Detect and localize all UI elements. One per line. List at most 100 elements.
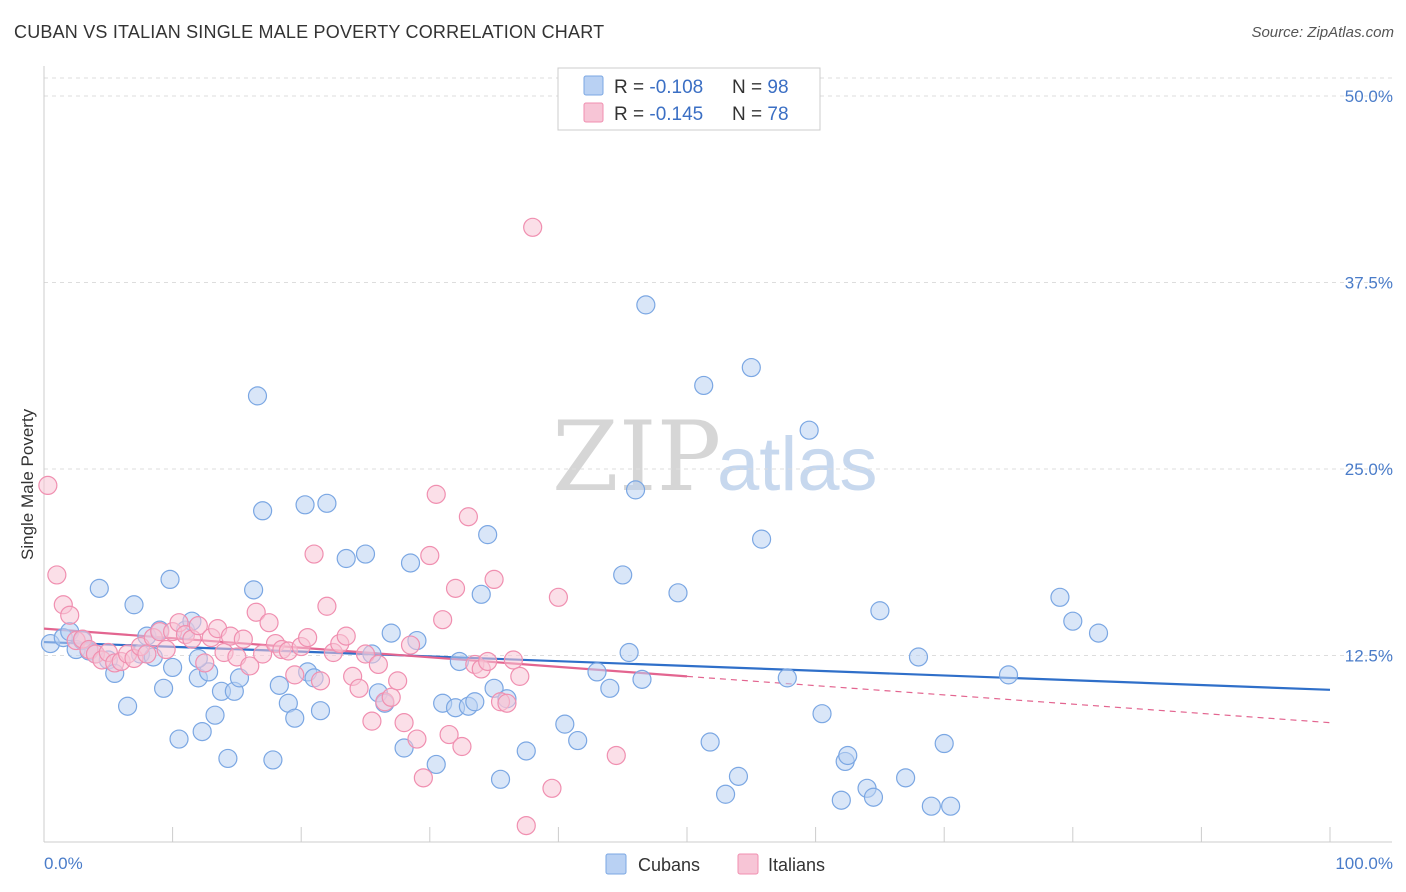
cuban-point xyxy=(812,704,832,724)
cuban-point xyxy=(625,480,646,500)
cuban-point xyxy=(870,601,890,621)
italian-point xyxy=(516,815,536,836)
legend-n-italians: N = 78 xyxy=(732,104,789,125)
cuban-point xyxy=(1088,623,1109,643)
cuban-point xyxy=(269,675,289,695)
italian-point xyxy=(394,713,414,733)
cuban-point xyxy=(449,651,469,672)
italian-point xyxy=(362,711,382,731)
cuban-point xyxy=(863,787,884,807)
cuban-point xyxy=(715,784,736,804)
italian-point xyxy=(503,650,523,670)
italian-point xyxy=(413,768,433,788)
cuban-point xyxy=(668,583,688,603)
italian-point xyxy=(439,724,459,745)
italian-point xyxy=(388,671,408,691)
series-legend-swatch-cubans xyxy=(605,853,627,875)
italian-point xyxy=(285,665,305,685)
cuban-point xyxy=(247,386,268,406)
cuban-point xyxy=(777,668,797,688)
italian-point xyxy=(606,745,626,766)
cuban-point xyxy=(218,748,238,769)
italian-point xyxy=(195,653,215,673)
italian-point xyxy=(47,565,67,585)
italian-point xyxy=(420,545,440,566)
y-tick-label: 12.5% xyxy=(1345,647,1393,666)
italian-point xyxy=(445,578,466,598)
cuban-point xyxy=(465,692,485,712)
cuban-point xyxy=(478,525,498,545)
cuban-point xyxy=(728,766,749,786)
cuban-point xyxy=(160,569,180,590)
legend-row-italians: R = -0.145 xyxy=(614,104,703,125)
italian-point xyxy=(188,616,208,636)
legend-r-value: -0.108 xyxy=(649,77,703,98)
cuban-point xyxy=(700,732,720,752)
italian-point xyxy=(246,602,266,622)
italian-point xyxy=(233,629,253,649)
italian-point xyxy=(484,569,504,590)
italian-point xyxy=(298,627,318,648)
italian-point xyxy=(336,626,356,646)
italian-point xyxy=(38,475,58,496)
italian-point xyxy=(60,605,80,625)
cuban-point xyxy=(636,295,656,315)
legend-swatch-italians xyxy=(583,102,604,123)
italian-point xyxy=(542,778,562,798)
cuban-point xyxy=(613,565,633,585)
legend-n-label: N = xyxy=(732,77,767,98)
italian-point xyxy=(253,644,273,664)
italian-point xyxy=(310,671,331,691)
italian-point xyxy=(259,613,279,633)
cuban-point xyxy=(426,754,446,775)
y-tick-label: 37.5% xyxy=(1345,274,1393,293)
cuban-point xyxy=(694,375,714,396)
series-legend-label-cubans: Cubans xyxy=(638,855,700,875)
cuban-point xyxy=(908,647,929,667)
cuban-point xyxy=(117,696,138,716)
cuban-point xyxy=(400,553,421,573)
italian-point xyxy=(368,654,388,675)
legend-n-value: 78 xyxy=(767,104,788,125)
cuban-point xyxy=(153,678,174,698)
chart-title: CUBAN VS ITALIAN SINGLE MALE POVERTY COR… xyxy=(14,22,605,42)
cuban-point xyxy=(799,420,819,440)
legend-row-cubans: R = -0.108 xyxy=(614,77,703,98)
legend-n-cubans: N = 98 xyxy=(732,77,789,98)
italian-point xyxy=(355,644,376,664)
cuban-point xyxy=(751,529,772,549)
series-legend: Cubans Italians xyxy=(605,853,825,875)
trend-extension-italians xyxy=(686,675,1331,724)
italian-point xyxy=(304,544,324,564)
cuban-point xyxy=(471,584,491,604)
italian-point xyxy=(381,687,401,707)
data-points xyxy=(38,217,1109,836)
watermark-atlas: atlas xyxy=(717,422,878,507)
cuban-point xyxy=(205,705,225,725)
cuban-point xyxy=(632,669,652,689)
italian-point xyxy=(156,639,176,660)
tick-labels: 12.5% 25.0% 37.5% 50.0% 0.0% 100.0% xyxy=(44,87,1393,873)
cuban-point xyxy=(896,768,916,788)
cuban-point xyxy=(516,741,536,761)
cuban-point xyxy=(998,665,1019,685)
cuban-point xyxy=(490,769,511,789)
series-legend-label-italians: Italians xyxy=(768,855,825,875)
cuban-point xyxy=(263,750,283,770)
italian-point xyxy=(317,596,337,616)
x-tick-label: 0.0% xyxy=(44,854,83,873)
legend-swatch-cubans xyxy=(583,75,604,96)
y-tick-label: 25.0% xyxy=(1345,460,1393,479)
italian-point xyxy=(433,610,453,630)
cuban-point xyxy=(587,662,607,682)
cuban-point xyxy=(568,730,588,751)
italian-point xyxy=(349,678,369,698)
cuban-point xyxy=(934,733,954,754)
italian-point xyxy=(240,656,260,676)
correlation-legend: R = -0.108 N = 98 R = -0.145 N = 78 xyxy=(557,67,821,131)
cuban-point xyxy=(336,548,356,569)
cuban-point xyxy=(838,745,858,766)
cuban-point xyxy=(317,493,337,513)
legend-r-label: R = xyxy=(614,77,649,98)
cuban-point xyxy=(921,796,941,816)
